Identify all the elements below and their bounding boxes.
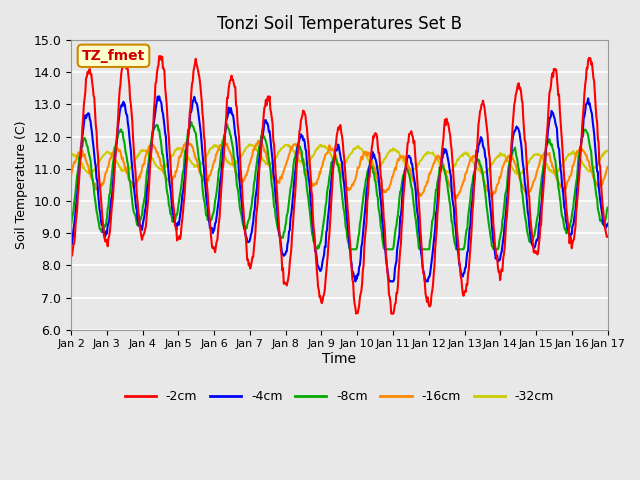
-32cm (132, 156, 140, 161)
Line: -32cm: -32cm (71, 144, 607, 175)
-16cm (220, 137, 228, 143)
-16cm (67, 173, 75, 179)
-4cm (406, 155, 413, 160)
-8cm (216, 165, 223, 171)
-16cm (452, 196, 460, 202)
-8cm (406, 175, 413, 181)
-4cm (604, 221, 611, 227)
-8cm (77, 144, 84, 149)
-16cm (215, 147, 223, 153)
-32cm (67, 153, 75, 158)
-4cm (188, 109, 195, 115)
-8cm (67, 222, 75, 228)
Legend: -2cm, -4cm, -8cm, -16cm, -32cm: -2cm, -4cm, -8cm, -16cm, -32cm (120, 385, 559, 408)
Title: Tonzi Soil Temperatures Set B: Tonzi Soil Temperatures Set B (217, 15, 462, 33)
Line: -16cm: -16cm (71, 140, 607, 199)
-4cm (67, 241, 75, 247)
X-axis label: Time: Time (323, 352, 356, 366)
-8cm (132, 216, 140, 221)
-2cm (352, 311, 360, 316)
Text: TZ_fmet: TZ_fmet (82, 49, 145, 63)
-32cm (604, 148, 611, 154)
-16cm (77, 149, 84, 155)
-2cm (406, 131, 413, 137)
-8cm (188, 119, 195, 125)
-8cm (604, 204, 611, 210)
-2cm (67, 252, 75, 258)
-32cm (215, 145, 223, 151)
-32cm (421, 152, 429, 158)
-16cm (421, 184, 429, 190)
-8cm (187, 122, 195, 128)
-4cm (351, 278, 359, 284)
-16cm (187, 141, 195, 147)
-32cm (516, 172, 524, 178)
-32cm (405, 166, 413, 171)
-4cm (216, 187, 223, 192)
-32cm (77, 160, 84, 166)
Line: -4cm: -4cm (71, 96, 607, 281)
Line: -8cm: -8cm (71, 122, 607, 249)
-16cm (405, 165, 413, 171)
Line: -2cm: -2cm (71, 56, 607, 313)
Y-axis label: Soil Temperature (C): Soil Temperature (C) (15, 120, 28, 249)
-8cm (422, 246, 429, 252)
-2cm (188, 90, 195, 96)
-2cm (133, 192, 141, 197)
-4cm (132, 204, 140, 210)
-32cm (187, 158, 195, 164)
-16cm (132, 183, 140, 189)
-16cm (604, 164, 611, 170)
-2cm (120, 53, 128, 59)
-8cm (346, 246, 354, 252)
-4cm (422, 276, 429, 282)
-4cm (77, 153, 84, 158)
-2cm (604, 234, 611, 240)
-2cm (422, 291, 429, 297)
-4cm (156, 94, 163, 99)
-2cm (216, 214, 223, 220)
-32cm (246, 141, 253, 147)
-2cm (77, 152, 84, 158)
